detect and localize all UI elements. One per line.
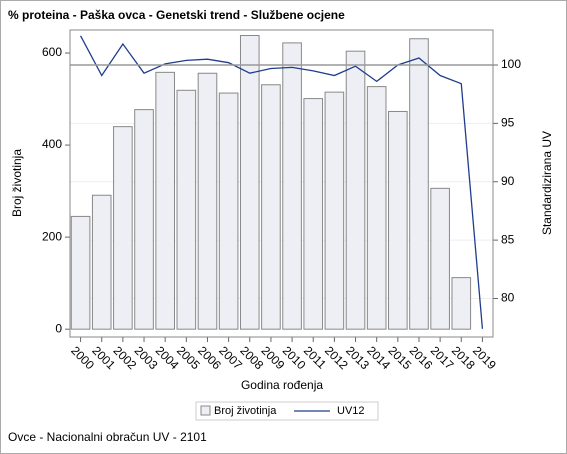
legend-label: UV12 — [337, 405, 365, 417]
y2-tick-label: 85 — [501, 232, 515, 246]
bar — [430, 187, 450, 330]
bar — [409, 38, 429, 330]
bar — [282, 42, 302, 330]
y2-axis-label: Standardizirana UV — [540, 131, 554, 235]
bar — [155, 71, 175, 330]
line — [80, 35, 484, 329]
y-tick-label: 0 — [55, 321, 62, 335]
legend-swatch — [200, 405, 211, 416]
x-axis-label: Godina rođenja — [241, 378, 323, 392]
bar — [113, 126, 133, 330]
bar — [91, 194, 112, 330]
bar — [324, 91, 345, 330]
bar — [366, 86, 387, 330]
bar — [451, 277, 472, 330]
bar — [345, 50, 366, 330]
bar — [218, 92, 239, 330]
bar — [70, 215, 91, 330]
bar — [303, 98, 324, 330]
y-axis-label: Broj životinja — [10, 149, 24, 217]
bar — [176, 89, 197, 330]
bar — [134, 109, 154, 330]
chart-title: % proteina - Paška ovca - Genetski trend… — [8, 8, 345, 22]
legend-box — [195, 401, 379, 421]
y2-tick-label: 80 — [501, 291, 515, 305]
y-tick-label: 400 — [42, 137, 62, 151]
legend-label: Broj životinja — [214, 405, 277, 417]
plot-frame — [69, 29, 494, 338]
footer: Ovce - Nacionalni obračun UV - 2101 — [8, 430, 207, 444]
y-tick-label: 600 — [42, 45, 62, 59]
y2-tick-label: 90 — [501, 174, 515, 188]
bar — [239, 35, 260, 330]
y-tick-label: 200 — [42, 229, 62, 243]
y2-tick-label: 100 — [501, 57, 521, 71]
bar — [388, 110, 408, 330]
bar — [197, 72, 218, 330]
y2-tick-label: 95 — [501, 116, 515, 130]
bar — [261, 84, 281, 330]
